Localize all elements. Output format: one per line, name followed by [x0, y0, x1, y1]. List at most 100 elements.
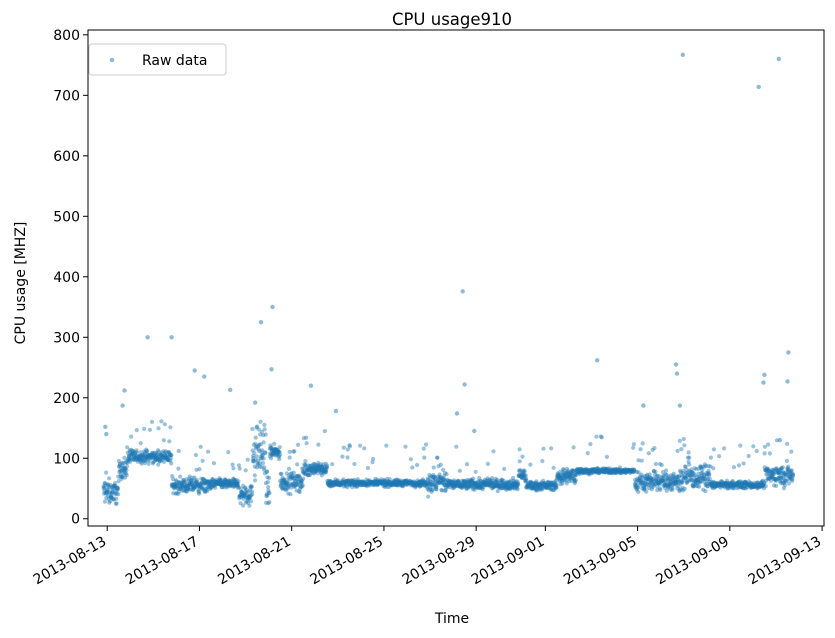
data-point: [252, 450, 257, 456]
data-point: [115, 487, 120, 492]
data-point: [165, 457, 170, 463]
data-point: [105, 487, 110, 493]
data-point: [226, 450, 231, 455]
data-point: [150, 451, 155, 456]
data-point: [130, 450, 135, 455]
data-point: [340, 478, 345, 484]
data-point: [279, 478, 284, 483]
data-point: [173, 491, 178, 496]
data-point: [156, 449, 162, 454]
data-point: [211, 483, 216, 488]
data-point-outlier: [776, 56, 781, 62]
data-point: [393, 479, 398, 484]
data-point: [295, 462, 300, 467]
data-point: [169, 482, 174, 487]
data-point-outlier: [228, 387, 233, 393]
data-point: [288, 471, 293, 477]
data-point: [342, 481, 347, 486]
data-point: [332, 480, 337, 485]
data-point: [414, 481, 419, 486]
data-point: [154, 454, 159, 459]
data-point: [319, 470, 324, 475]
data-point: [338, 481, 344, 486]
data-point: [230, 479, 235, 484]
data-point: [394, 483, 399, 488]
data-point: [372, 481, 377, 486]
data-point: [312, 466, 317, 472]
data-point: [186, 486, 191, 491]
data-point: [326, 480, 331, 485]
data-point: [588, 442, 593, 447]
data-point: [437, 472, 442, 477]
data-point: [221, 481, 226, 486]
data-point: [199, 476, 204, 481]
data-point: [165, 455, 170, 460]
data-point: [421, 478, 426, 483]
data-point: [305, 467, 310, 472]
data-point: [268, 443, 273, 448]
data-point: [299, 478, 304, 483]
data-point: [202, 477, 207, 482]
data-point: [339, 481, 344, 486]
data-point: [491, 449, 496, 454]
data-point: [328, 482, 333, 487]
data-point: [242, 492, 247, 497]
data-point: [128, 456, 133, 461]
data-point: [221, 482, 226, 487]
data-point: [229, 480, 234, 485]
data-point: [439, 487, 444, 493]
data-point: [286, 481, 291, 486]
data-point: [294, 488, 299, 493]
data-point-outlier: [472, 428, 477, 434]
data-point: [301, 466, 306, 471]
data-point: [355, 479, 360, 484]
data-point: [123, 466, 128, 471]
data-point: [222, 477, 227, 482]
data-point: [115, 485, 120, 490]
data-point: [251, 458, 256, 464]
data-point: [278, 482, 283, 488]
data-point: [419, 480, 424, 485]
data-point: [444, 480, 449, 485]
data-point: [413, 482, 418, 487]
data-point: [364, 482, 369, 488]
data-point: [345, 455, 350, 460]
data-point: [314, 467, 319, 472]
data-point: [254, 444, 259, 449]
data-point: [253, 478, 258, 483]
data-point: [288, 477, 293, 482]
data-point: [215, 480, 220, 485]
data-point: [449, 479, 454, 484]
data-point: [138, 450, 143, 455]
data-point: [201, 486, 206, 491]
data-point: [438, 476, 443, 481]
data-point: [285, 485, 290, 490]
data-point: [157, 459, 162, 464]
data-point: [248, 484, 253, 489]
data-point: [328, 479, 333, 484]
data-point: [419, 483, 424, 488]
data-point: [357, 480, 362, 485]
data-point: [746, 453, 751, 459]
data-point: [264, 494, 269, 499]
data-point: [351, 480, 356, 485]
data-point: [339, 481, 344, 486]
data-point: [585, 451, 590, 456]
data-point: [227, 484, 232, 489]
data-point: [207, 480, 212, 485]
data-point: [464, 462, 470, 467]
data-point: [213, 482, 218, 487]
data-point: [172, 482, 177, 487]
data-point: [441, 474, 446, 479]
data-point: [301, 436, 306, 441]
data-point: [340, 479, 345, 484]
data-point: [325, 481, 330, 486]
data-point: [358, 483, 363, 488]
data-point: [309, 463, 314, 468]
data-point: [215, 481, 220, 486]
data-point: [307, 469, 312, 474]
data-point: [269, 446, 274, 451]
data-point: [675, 448, 680, 454]
data-point: [410, 480, 415, 485]
data-point: [382, 479, 387, 485]
